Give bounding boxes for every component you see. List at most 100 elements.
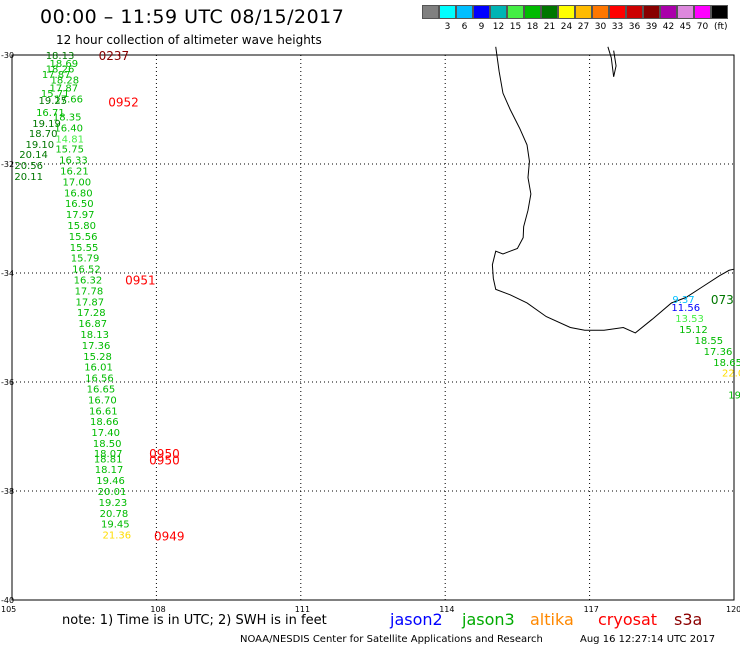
wave-height-value: 17.00 bbox=[63, 177, 92, 188]
pass-time-label: 0951 bbox=[125, 274, 156, 288]
wave-height-value: 20.78 bbox=[100, 509, 129, 520]
generated-timestamp: Aug 16 12:27:14 UTC 2017 bbox=[580, 634, 716, 645]
wave-height-value: 16.87 bbox=[78, 319, 107, 330]
footnote: note: 1) Time is in UTC; 2) SWH is in fe… bbox=[62, 613, 327, 628]
lon-label: 117 bbox=[584, 605, 599, 614]
legend-label: 3 bbox=[444, 22, 451, 32]
wave-height-value: 11.56 bbox=[671, 303, 700, 314]
lat-label: -32 bbox=[1, 160, 14, 169]
wave-height-value: 19.46 bbox=[96, 476, 125, 487]
wave-height-value: 17.66 bbox=[54, 95, 83, 106]
wave-height-values: 18.1318.6918.2617.8718.2817.8715.7117.66… bbox=[14, 49, 740, 544]
lon-label: 120 bbox=[726, 605, 740, 614]
wave-height-value: 17.78 bbox=[75, 286, 104, 297]
wave-height-value: 16.61 bbox=[89, 406, 118, 417]
legend-label: 42 bbox=[662, 22, 675, 32]
wave-height-value: 17.36 bbox=[704, 347, 733, 358]
wave-height-value: 18.69 bbox=[50, 59, 79, 70]
wave-height-value: 15.56 bbox=[69, 232, 98, 243]
legend-swatch bbox=[592, 5, 609, 19]
legend-swatch bbox=[524, 5, 541, 19]
legend-label: 27 bbox=[577, 22, 590, 32]
lon-label: 111 bbox=[295, 605, 310, 614]
legend-swatch bbox=[677, 5, 694, 19]
wave-height-value: 18.13 bbox=[46, 51, 75, 62]
legend-label: 21 bbox=[543, 22, 556, 32]
legend-label: 30 bbox=[594, 22, 607, 32]
legend-label: 39 bbox=[645, 22, 658, 32]
wave-height-value: 17.87 bbox=[42, 70, 71, 81]
map-subtitle: 12 hour collection of altimeter wave hei… bbox=[56, 33, 322, 47]
wave-height-value: 18.70 bbox=[29, 129, 58, 140]
wave-height-value: 15.80 bbox=[67, 221, 96, 232]
legend-label: 15 bbox=[509, 22, 522, 32]
legend-swatch bbox=[490, 5, 507, 19]
legend-swatch bbox=[694, 5, 711, 19]
map-title: 00:00 – 11:59 UTC 08/15/2017 bbox=[40, 6, 345, 28]
wave-height-value: 17.36 bbox=[82, 341, 111, 352]
pass-time-label: 0950 bbox=[149, 447, 180, 461]
wave-height-value: 18.13 bbox=[80, 330, 109, 341]
legend-swatch bbox=[541, 5, 558, 19]
pass-time-label: 073 bbox=[711, 293, 734, 307]
legend-swatch bbox=[507, 5, 524, 19]
grid-lines bbox=[12, 55, 734, 600]
wave-height-value: 18.28 bbox=[51, 76, 80, 87]
pass-time-label: 0237 bbox=[99, 49, 130, 63]
wave-height-value: 16.71 bbox=[36, 108, 65, 119]
legend-swatch bbox=[609, 5, 626, 19]
wave-height-value: 16.56 bbox=[85, 374, 114, 385]
legend-label: 12 bbox=[492, 22, 505, 32]
legend-swatch bbox=[473, 5, 490, 19]
legend-label: 36 bbox=[628, 22, 641, 32]
lat-label: -38 bbox=[1, 487, 14, 496]
map-frame bbox=[11, 54, 735, 601]
wave-height-value: 15.75 bbox=[55, 145, 84, 156]
wave-height-value: 18.26 bbox=[46, 65, 75, 76]
legend-label: 18 bbox=[526, 22, 539, 32]
wave-height-value: 20.11 bbox=[14, 172, 43, 183]
wave-height-value: 16.52 bbox=[72, 265, 101, 276]
wave-height-value: 9.37 bbox=[672, 295, 694, 306]
wave-height-value: 16.21 bbox=[60, 167, 89, 178]
wave-height-value: 18.50 bbox=[93, 439, 122, 450]
wave-height-value: 16.65 bbox=[87, 385, 116, 396]
wave-height-value: 17.28 bbox=[77, 308, 106, 319]
pass-time-label: 0950 bbox=[149, 453, 180, 467]
wave-height-value: 16.32 bbox=[74, 276, 103, 287]
wave-height-value: 15.55 bbox=[70, 243, 99, 254]
legend-swatch bbox=[422, 5, 439, 19]
legend-swatch bbox=[456, 5, 473, 19]
wave-height-value: 15.28 bbox=[83, 352, 112, 363]
legend-swatch bbox=[558, 5, 575, 19]
wave-height-value: 16.50 bbox=[65, 199, 94, 210]
wave-height-value: 14.81 bbox=[55, 134, 84, 145]
wave-height-value: 18.66 bbox=[90, 417, 119, 428]
wave-height-value: 13.53 bbox=[675, 314, 704, 325]
pass-time-label: 0952 bbox=[108, 95, 139, 109]
satellite-jason3: jason3 bbox=[462, 610, 515, 629]
lon-label: 108 bbox=[150, 605, 165, 614]
satellite-s3a: s3a bbox=[674, 610, 703, 629]
wave-height-value: 16.33 bbox=[59, 156, 88, 167]
wave-height-value: 17.97 bbox=[66, 210, 95, 221]
legend-swatch bbox=[711, 5, 728, 19]
legend-label: 24 bbox=[560, 22, 573, 32]
wave-height-value: 15.79 bbox=[71, 254, 100, 265]
lon-label: 114 bbox=[439, 605, 454, 614]
satellite-jason2: jason2 bbox=[390, 610, 443, 629]
lat-label: -34 bbox=[1, 269, 14, 278]
wave-height-value: 18.65 bbox=[713, 358, 740, 369]
legend-swatch bbox=[575, 5, 592, 19]
legend-label: 6 bbox=[461, 22, 468, 32]
legend-label: 45 bbox=[679, 22, 692, 32]
island-outline bbox=[607, 46, 617, 77]
satellite-altika: altika bbox=[530, 610, 574, 629]
legend-swatch bbox=[439, 5, 456, 19]
credit-line: NOAA/NESDIS Center for Satellite Applica… bbox=[240, 634, 543, 645]
wave-height-value: 19.45 bbox=[101, 520, 130, 531]
wave-height-value: 18.17 bbox=[95, 465, 124, 476]
wave-height-value: 19.23 bbox=[99, 498, 128, 509]
